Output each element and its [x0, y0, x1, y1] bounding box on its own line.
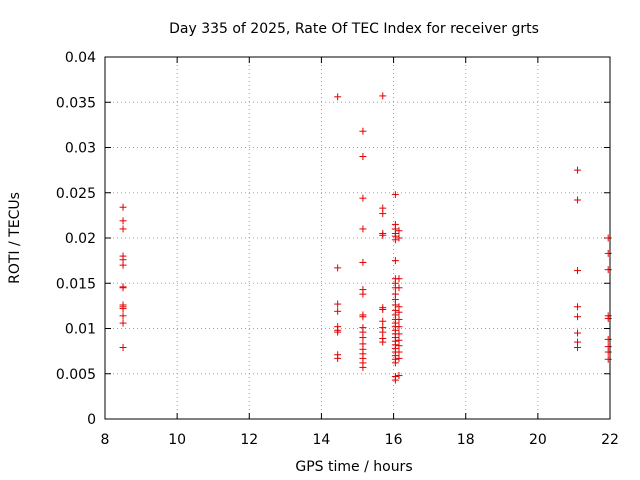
- data-point: [604, 348, 612, 356]
- data-point: [334, 328, 342, 336]
- data-point: [604, 249, 612, 257]
- data-point: [574, 344, 582, 352]
- data-point: [359, 334, 367, 342]
- data-point: [395, 342, 403, 350]
- data-point: [359, 363, 367, 371]
- data-point: [574, 267, 582, 275]
- data-point: [379, 231, 387, 239]
- data-point: [391, 359, 399, 367]
- data-point: [334, 300, 342, 308]
- grid-lines: [105, 57, 610, 419]
- data-point: [391, 257, 399, 265]
- data-point: [395, 315, 403, 323]
- data-point: [359, 225, 367, 233]
- x-tick-label: 14: [313, 432, 331, 448]
- data-point: [359, 153, 367, 161]
- data-point: [119, 312, 127, 320]
- data-point: [119, 344, 127, 352]
- data-point: [395, 354, 403, 362]
- data-point: [359, 290, 367, 298]
- y-axis-label: ROTI / TECUs: [7, 192, 23, 284]
- data-point: [379, 92, 387, 100]
- data-point: [574, 166, 582, 174]
- data-point: [379, 305, 387, 313]
- data-point: [359, 127, 367, 135]
- data-point: [395, 308, 403, 316]
- chart-title: Day 335 of 2025, Rate Of TEC Index for r…: [169, 21, 539, 37]
- data-point: [379, 317, 387, 325]
- data-point: [604, 315, 612, 323]
- data-point: [391, 236, 399, 244]
- y-tick-label: 0.04: [65, 50, 96, 66]
- data-point: [604, 355, 612, 363]
- y-tick-label: 0: [87, 412, 96, 428]
- x-tick-label: 22: [601, 432, 619, 448]
- x-tick-label: 16: [385, 432, 403, 448]
- y-tick-label: 0.01: [65, 322, 96, 338]
- data-point: [604, 266, 612, 274]
- data-point: [604, 234, 612, 242]
- y-tick-label: 0.005: [56, 367, 96, 383]
- data-point: [119, 319, 127, 327]
- data-point: [395, 275, 403, 283]
- data-point: [395, 227, 403, 235]
- data-point: [359, 313, 367, 321]
- data-point: [395, 323, 403, 331]
- data-point: [604, 335, 612, 343]
- y-tick-label: 0.035: [56, 95, 96, 111]
- data-point: [395, 348, 403, 356]
- data-point: [359, 258, 367, 266]
- y-tick-label: 0.025: [56, 186, 96, 202]
- data-point: [379, 210, 387, 218]
- y-tick-label: 0.015: [56, 276, 96, 292]
- x-tick-label: 12: [240, 432, 258, 448]
- data-point: [574, 303, 582, 311]
- data-points: [119, 92, 612, 384]
- axis-ticks: 8 10 12 14 16 18 20 22 0 0.005 0.01 0.015 0.02 0.025 0…: [56, 50, 619, 448]
- data-point: [574, 329, 582, 337]
- data-point: [119, 217, 127, 225]
- data-point: [119, 203, 127, 211]
- data-point: [119, 261, 127, 269]
- data-point: [391, 191, 399, 199]
- data-point: [119, 284, 127, 292]
- x-tick-label: 10: [168, 432, 186, 448]
- data-point: [359, 194, 367, 202]
- data-point: [334, 354, 342, 362]
- data-point: [395, 330, 403, 338]
- data-point: [119, 225, 127, 233]
- x-tick-label: 20: [529, 432, 547, 448]
- data-point: [379, 328, 387, 336]
- data-point: [395, 284, 403, 292]
- data-point: [395, 234, 403, 242]
- data-point: [379, 338, 387, 346]
- plot-frame: [104, 56, 611, 420]
- data-point: [391, 376, 399, 384]
- data-point: [334, 93, 342, 101]
- data-point: [119, 305, 127, 313]
- data-point: [334, 307, 342, 315]
- data-point: [574, 313, 582, 321]
- data-point: [395, 372, 403, 380]
- data-point: [574, 196, 582, 204]
- x-tick-label: 18: [457, 432, 475, 448]
- x-axis-label: GPS time / hours: [295, 459, 412, 475]
- data-point: [334, 264, 342, 272]
- y-tick-label: 0.02: [65, 231, 96, 247]
- x-tick-label: 8: [101, 432, 110, 448]
- y-tick-label: 0.03: [65, 141, 96, 157]
